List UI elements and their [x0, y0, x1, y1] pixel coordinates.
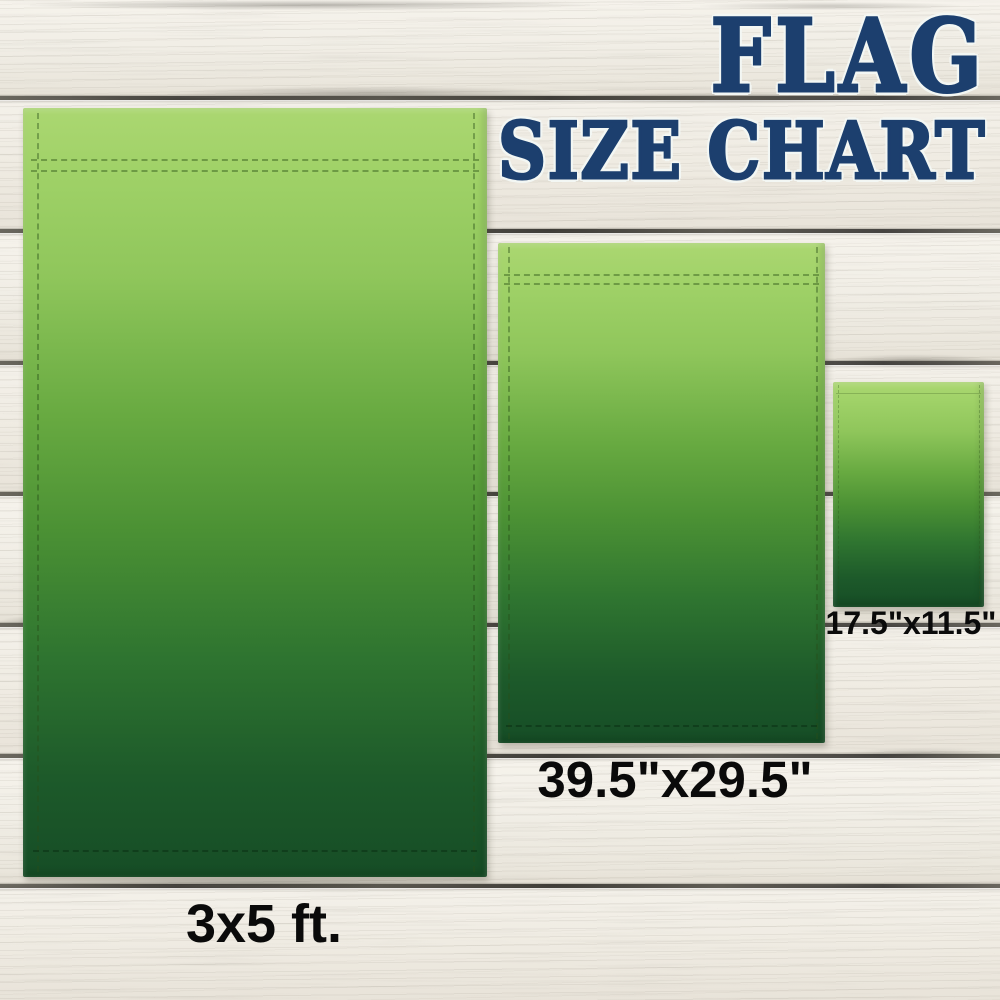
plank-gap-line — [0, 884, 1000, 888]
size-label-large: 3x5 ft. — [186, 897, 342, 951]
flag-large-3x5ft — [23, 108, 487, 877]
edge-stitch-line — [37, 113, 39, 872]
hem-stitch-line — [506, 725, 817, 727]
edge-stitch-line — [473, 113, 475, 872]
wood-plank — [0, 886, 1000, 1000]
edge-stitch-line — [816, 247, 818, 739]
hem-stitch-line — [33, 850, 477, 852]
edge-stitch-line — [508, 247, 510, 739]
sleeve-stitch-line — [31, 159, 479, 161]
flag-small-17.5x11.5in — [833, 382, 984, 607]
edge-stitch-line — [838, 385, 839, 604]
title-line-size-chart: SIZE CHART — [498, 116, 986, 188]
sleeve-stitch-line — [504, 283, 819, 285]
sleeve-stitch-line — [504, 274, 819, 276]
sleeve-stitch-line — [836, 393, 981, 394]
flag-size-chart-infographic: FLAG SIZE CHART 3x5 ft. 39.5"x29.5" 17.5… — [0, 0, 1000, 1000]
title-line-flag: FLAG — [498, 10, 986, 102]
sleeve-stitch-line — [31, 170, 479, 172]
edge-stitch-line — [979, 385, 980, 604]
size-label-small: 17.5"x11.5" — [826, 607, 997, 639]
flag-medium-39.5x29.5in — [498, 243, 825, 743]
size-label-medium: 39.5"x29.5" — [537, 754, 812, 805]
page-title: FLAG SIZE CHART — [412, 10, 986, 188]
